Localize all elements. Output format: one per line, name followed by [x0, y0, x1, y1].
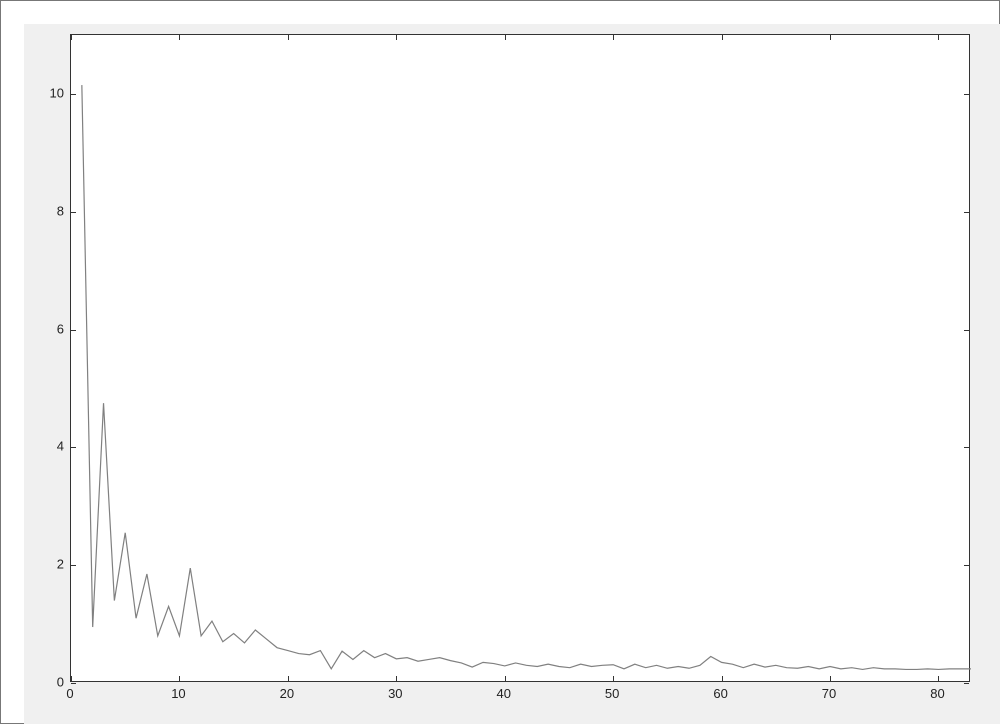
ytick-label: 0 — [57, 675, 64, 690]
xtick-label: 40 — [497, 686, 511, 701]
xtick-mark-top — [179, 35, 180, 40]
xtick-label: 0 — [66, 686, 73, 701]
xtick-mark — [722, 676, 723, 681]
ytick-label: 2 — [57, 557, 64, 572]
ytick-mark-right — [964, 683, 969, 684]
xtick-label: 60 — [713, 686, 727, 701]
xtick-mark — [71, 676, 72, 681]
xtick-mark-top — [938, 35, 939, 40]
ytick-mark — [71, 330, 76, 331]
ytick-label: 10 — [50, 85, 64, 100]
xtick-mark-top — [505, 35, 506, 40]
xtick-mark-top — [830, 35, 831, 40]
plot-area — [70, 34, 970, 682]
ytick-mark — [71, 683, 76, 684]
xtick-label: 50 — [605, 686, 619, 701]
ytick-label: 4 — [57, 439, 64, 454]
xtick-mark-top — [722, 35, 723, 40]
xtick-label: 20 — [280, 686, 294, 701]
ytick-mark-right — [964, 330, 969, 331]
xtick-label: 10 — [171, 686, 185, 701]
ytick-mark — [71, 447, 76, 448]
xtick-mark-top — [71, 35, 72, 40]
xtick-label: 70 — [822, 686, 836, 701]
ytick-mark-right — [964, 94, 969, 95]
xtick-mark — [288, 676, 289, 681]
xtick-mark-top — [396, 35, 397, 40]
xtick-mark — [505, 676, 506, 681]
xtick-mark-top — [613, 35, 614, 40]
xtick-mark — [396, 676, 397, 681]
figure-background: 0 10 20 30 40 50 60 70 80 0 2 4 6 8 10 — [24, 24, 1000, 724]
xtick-mark — [613, 676, 614, 681]
line-path — [82, 85, 971, 669]
xtick-mark — [830, 676, 831, 681]
xtick-mark-top — [288, 35, 289, 40]
ytick-mark-right — [964, 565, 969, 566]
xtick-label: 80 — [930, 686, 944, 701]
xtick-mark — [938, 676, 939, 681]
ytick-label: 6 — [57, 321, 64, 336]
xtick-label: 30 — [388, 686, 402, 701]
line-series — [71, 35, 971, 683]
ytick-label: 8 — [57, 203, 64, 218]
ytick-mark — [71, 565, 76, 566]
ytick-mark-right — [964, 212, 969, 213]
ytick-mark-right — [964, 447, 969, 448]
ytick-mark — [71, 212, 76, 213]
outer-frame: 0 10 20 30 40 50 60 70 80 0 2 4 6 8 10 — [0, 0, 1000, 724]
xtick-mark — [179, 676, 180, 681]
ytick-mark — [71, 94, 76, 95]
